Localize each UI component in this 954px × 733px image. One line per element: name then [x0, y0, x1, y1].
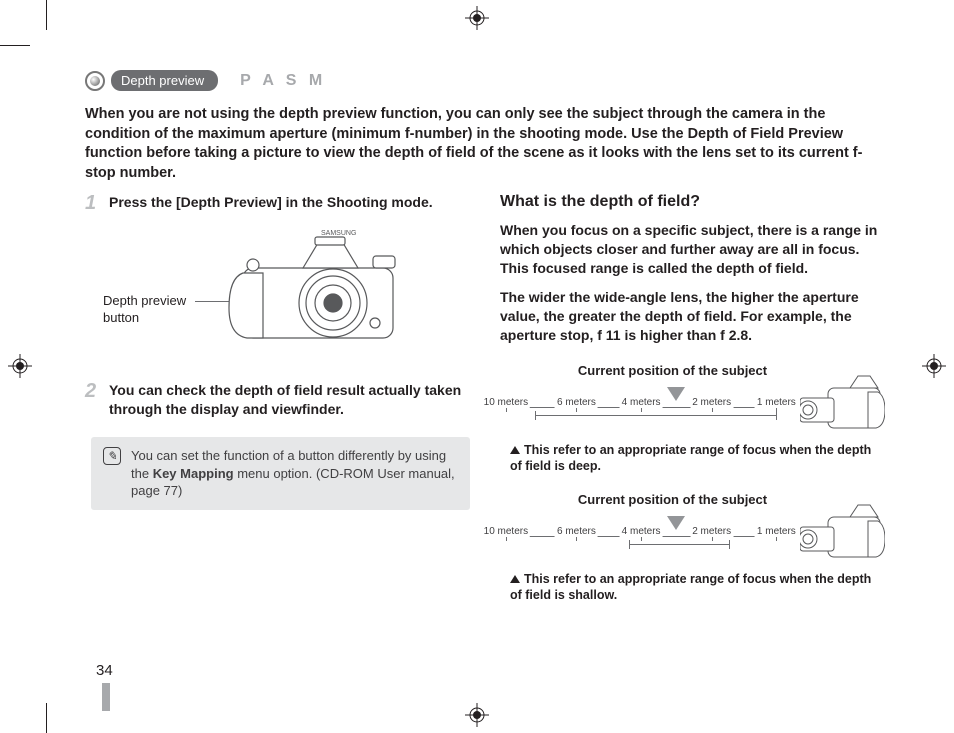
camera-small-icon [800, 368, 885, 438]
camera-small-icon [800, 497, 885, 567]
scale-tick-label: 1 meters [755, 526, 798, 537]
mode-letters: P A S M [240, 72, 326, 90]
page-content: Depth preview P A S M When you are not u… [85, 70, 885, 604]
step-2-text: You can check the depth of field result … [109, 381, 470, 419]
note-text: You can set the function of a button dif… [131, 447, 458, 500]
subject-pointer-icon [667, 516, 685, 530]
step-number: 2 [85, 381, 101, 419]
dof-diagram-deep: Current position of the subject 10 meter… [500, 363, 885, 475]
scale-tick-label: 1 meters [755, 397, 798, 408]
page-number: 34 [96, 662, 113, 679]
svg-text:SAMSUNG: SAMSUNG [321, 230, 356, 237]
note-icon: ✎ [103, 447, 121, 465]
step-2: 2 You can check the depth of field resul… [85, 381, 470, 419]
registration-mark-icon [8, 354, 32, 378]
camera-figure: Depth previewbutton [103, 223, 470, 353]
left-column: 1 Press the [Depth Preview] in the Shoot… [85, 193, 470, 603]
right-column: What is the depth of field? When you foc… [500, 193, 885, 603]
scale-tick-label: 6 meters [555, 526, 598, 537]
scale-tick-label: 10 meters [482, 397, 530, 408]
scale-tick-label: 6 meters [555, 397, 598, 408]
scale-tick-label: 10 meters [482, 526, 530, 537]
intro-paragraph: When you are not using the depth preview… [85, 105, 885, 183]
dof-para-1: When you focus on a specific subject, th… [500, 221, 885, 278]
subject-pointer-icon [667, 387, 685, 401]
step-1-text-post: in the Shooting mode. [282, 194, 433, 210]
scale-tick-label: 2 meters [690, 397, 733, 408]
callout-label: Depth previewbutton [103, 293, 186, 327]
step-1: 1 Press the [Depth Preview] in the Shoot… [85, 193, 470, 213]
registration-mark-icon [465, 6, 489, 30]
dof-para-2: The wider the wide-angle lens, the highe… [500, 288, 885, 345]
note-box: ✎ You can set the function of a button d… [91, 437, 470, 510]
dof-diagram-shallow: Current position of the subject 10 meter… [500, 492, 885, 604]
camera-illustration: SAMSUNG [223, 223, 423, 353]
section-title-pill: Depth preview [111, 70, 218, 91]
lens-icon [85, 71, 105, 91]
registration-mark-icon [922, 354, 946, 378]
scale-tick-label: 4 meters [620, 397, 663, 408]
step-1-text-pre: Press the [109, 194, 176, 210]
dof-caption-deep: This refer to an appropriate range of fo… [510, 442, 885, 475]
step-number: 1 [85, 193, 101, 213]
page-indicator-bar [102, 683, 110, 711]
page-number-block: 34 [96, 662, 113, 711]
scale-tick-label: 2 meters [690, 526, 733, 537]
step-1-text-bold: [Depth Preview] [176, 194, 282, 210]
scale-tick-label: 4 meters [620, 526, 663, 537]
section-header: Depth preview P A S M [85, 70, 885, 91]
registration-mark-icon [465, 703, 489, 727]
dof-caption-shallow: This refer to an appropriate range of fo… [510, 571, 885, 604]
dof-heading: What is the depth of field? [500, 193, 885, 211]
